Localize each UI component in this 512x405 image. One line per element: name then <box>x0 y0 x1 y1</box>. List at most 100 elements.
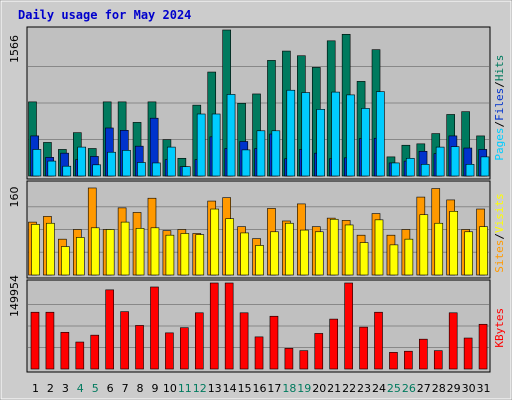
legend-hits: Hits <box>493 55 506 82</box>
legend-visits: Visits <box>493 193 506 233</box>
panel-right-label: Sites/Visits <box>493 193 506 273</box>
bar-sites <box>31 224 40 276</box>
bar-sites <box>344 224 354 276</box>
panel-right-label: KBytes <box>493 308 506 348</box>
bar-kbytes <box>254 336 264 370</box>
bar-pages <box>211 113 221 177</box>
bar-pages <box>107 151 116 177</box>
bar-pages <box>122 150 131 177</box>
bar-sites <box>61 246 70 276</box>
bar-kbytes <box>359 326 368 370</box>
x-tick-label: 3 <box>62 382 69 395</box>
bar-sites <box>479 226 488 276</box>
x-tick-label: 25 <box>387 382 401 395</box>
bar-kbytes <box>30 311 40 370</box>
bar-sites <box>180 233 190 276</box>
legend-separator: / <box>493 81 506 88</box>
x-tick-label: 6 <box>107 382 114 395</box>
x-tick-label: 12 <box>193 382 207 395</box>
panel-bottom: 149954 KBytes <box>8 275 506 373</box>
bar-pages <box>465 164 475 177</box>
x-tick-label: 22 <box>342 382 356 395</box>
bar-sites <box>389 244 399 276</box>
bar-pages <box>196 113 206 177</box>
bar-sites <box>105 229 115 276</box>
x-tick-label: 27 <box>417 382 431 395</box>
bar-kbytes <box>150 286 159 370</box>
bar-sites <box>240 232 249 276</box>
chart-title: Daily usage for May 2024 <box>18 8 192 22</box>
x-tick-label: 31 <box>477 382 491 395</box>
bar-sites <box>210 208 220 276</box>
x-tick-label: 9 <box>151 382 158 395</box>
x-tick-label: 13 <box>208 382 222 395</box>
bar-kbytes <box>90 334 100 370</box>
y-max-label: 160 <box>8 187 21 208</box>
bar-kbytes <box>419 338 428 370</box>
bar-pages <box>62 165 72 177</box>
bar-sites <box>90 227 100 276</box>
bar-pages <box>152 162 161 177</box>
x-tick-label: 10 <box>163 382 177 395</box>
bar-sites <box>449 211 458 276</box>
bar-kbytes <box>433 350 443 370</box>
bar-pages <box>391 162 400 177</box>
bar-kbytes <box>135 325 144 370</box>
bar-sites <box>225 218 234 276</box>
x-tick-label: 18 <box>282 382 296 395</box>
bar-sites <box>314 231 324 276</box>
bar-sites <box>150 227 160 276</box>
x-tick-label: 23 <box>357 382 371 395</box>
bar-kbytes <box>374 311 383 370</box>
bar-pages <box>301 92 311 177</box>
x-tick-label: 24 <box>372 382 386 395</box>
bar-kbytes <box>120 311 129 370</box>
bar-sites <box>76 237 85 276</box>
bar-kbytes <box>165 332 174 370</box>
y-max-label: 149954 <box>8 275 21 317</box>
bar-kbytes <box>75 341 85 370</box>
x-tick-label: 30 <box>462 382 476 395</box>
bar-pages <box>435 146 445 177</box>
bar-sites <box>404 238 414 276</box>
bar-pages <box>271 130 281 177</box>
bar-sites <box>270 231 279 276</box>
bar-kbytes <box>284 348 294 370</box>
bar-kbytes <box>404 350 413 370</box>
x-tick-label: 29 <box>447 382 461 395</box>
bar-kbytes <box>194 312 204 370</box>
bar-pages <box>346 94 355 177</box>
bar-pages <box>420 164 430 177</box>
bar-kbytes <box>209 282 219 370</box>
bar-kbytes <box>224 282 234 370</box>
bar-pages <box>241 149 251 177</box>
bar-pages <box>32 149 42 177</box>
bar-pages <box>331 91 340 177</box>
x-tick-label: 7 <box>122 382 129 395</box>
bar-kbytes <box>478 323 488 370</box>
bar-kbytes <box>269 315 279 370</box>
bar-pages <box>286 89 296 177</box>
bar-kbytes <box>239 312 249 370</box>
x-tick-label: 15 <box>238 382 252 395</box>
bar-kbytes <box>329 318 339 370</box>
bar-sites <box>434 222 444 276</box>
bar-pages <box>181 166 191 177</box>
bar-pages <box>361 108 370 177</box>
x-tick-label: 8 <box>137 382 144 395</box>
bar-kbytes <box>344 282 353 370</box>
x-tick-label: 20 <box>312 382 326 395</box>
x-tick-label: 4 <box>77 382 84 395</box>
bar-sites <box>329 218 339 276</box>
bar-kbytes <box>60 331 70 370</box>
legend-kbytes: KBytes <box>493 308 506 348</box>
bar-sites <box>120 221 130 276</box>
bar-sites <box>419 214 429 276</box>
bar-sites <box>464 231 473 276</box>
bar-sites <box>195 234 205 276</box>
bar-pages <box>316 109 325 177</box>
bar-pages <box>405 157 415 177</box>
x-tick-label: 1 <box>32 382 39 395</box>
